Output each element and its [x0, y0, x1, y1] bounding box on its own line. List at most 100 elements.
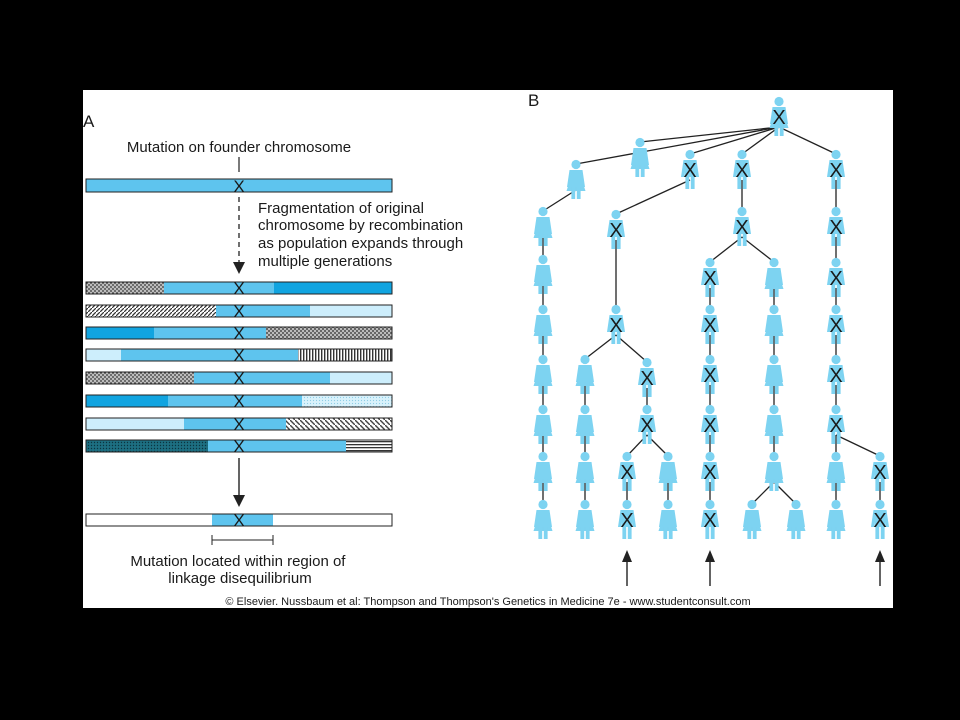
person-icon: [658, 451, 678, 491]
person-icon: [764, 354, 784, 394]
person-icon: [575, 499, 595, 539]
mutation-mark: X: [233, 392, 244, 411]
pedigree-line: [689, 126, 780, 155]
person-icon: [566, 159, 586, 199]
fragmentation-caption: Fragmentation of original chromosome by …: [258, 200, 467, 270]
recombined-chromosome: X: [85, 392, 393, 411]
person-icon: [764, 257, 784, 297]
pedigree-line: [575, 126, 780, 165]
carrier-person-icon: X: [827, 257, 845, 297]
carrier-person-icon: X: [618, 451, 636, 491]
person-icon: [533, 354, 553, 394]
mutation-mark: X: [703, 365, 716, 387]
mutation-mark: X: [873, 510, 886, 532]
proband-arrow-icon: [705, 550, 715, 586]
pedigree-line: [741, 126, 780, 155]
panel-a: A Mutation on founder chromosome X Fragm…: [83, 112, 467, 587]
person-icon: [786, 499, 806, 539]
mutation-mark: X: [233, 346, 244, 365]
mutation-mark: X: [772, 107, 785, 129]
carrier-person-icon: X: [701, 451, 719, 491]
recombined-chromosome: X: [85, 437, 393, 456]
pedigree-line: [639, 126, 780, 143]
mutation-mark: X: [703, 415, 716, 437]
mutation-mark: X: [620, 462, 633, 484]
mutation-mark: X: [703, 462, 716, 484]
carrier-person-icon: X: [701, 404, 719, 444]
mutation-mark: X: [233, 279, 244, 298]
mutation-mark: X: [829, 160, 842, 182]
person-icon: [533, 304, 553, 344]
carrier-person-icon: X: [618, 499, 636, 539]
carrier-person-icon: X: [871, 499, 889, 539]
pedigree-people: X X X X X X X X X X X X X X X X X X X X X X X X: [533, 96, 889, 539]
carrier-person-icon: X: [827, 404, 845, 444]
carrier-person-icon: X: [638, 404, 656, 444]
mutation-mark: X: [233, 369, 244, 388]
recombined-chromosome: X: [85, 415, 393, 434]
person-icon: [575, 404, 595, 444]
mutation-mark: X: [609, 220, 622, 242]
solid-arrow-head: [233, 495, 245, 507]
pedigree-line: [542, 189, 577, 212]
panel-a-label: A: [83, 112, 95, 131]
mutation-mark: X: [609, 315, 622, 337]
panel-b-label: B: [528, 91, 539, 110]
carrier-person-icon: X: [827, 206, 845, 246]
proband-arrows: [622, 550, 885, 586]
mutation-mark: X: [735, 160, 748, 182]
person-icon: [575, 451, 595, 491]
carrier-person-icon: X: [607, 209, 625, 249]
panel-b: B X X X X X X X X X X X X X X X X X X X X X X X X: [528, 91, 889, 586]
carrier-person-icon: X: [701, 354, 719, 394]
ld-region-bracket: [211, 535, 274, 545]
result-caption: Mutation located within region of linkag…: [130, 553, 349, 587]
carrier-person-icon: X: [638, 357, 656, 397]
dashed-arrow-head: [233, 262, 245, 274]
person-icon: [533, 404, 553, 444]
founder-mutation-mark: X: [233, 177, 244, 196]
copyright-line: © Elsevier. Nussbaum et al: Thompson and…: [225, 596, 750, 608]
mutation-mark: X: [873, 462, 886, 484]
carrier-person-icon: X: [769, 96, 789, 136]
person-icon: [533, 206, 553, 246]
pedigree-line: [584, 334, 617, 360]
person-icon: [658, 499, 678, 539]
person-icon: [826, 451, 846, 491]
person-icon: [764, 451, 784, 491]
person-icon: [742, 499, 762, 539]
pedigree-line: [709, 236, 743, 263]
mutation-mark: X: [233, 302, 244, 321]
carrier-person-icon: X: [827, 149, 845, 189]
proband-arrow-icon: [622, 550, 632, 586]
fragmentation-line: as population expands through: [258, 235, 463, 252]
carrier-person-icon: X: [827, 354, 845, 394]
fragmentation-line: chromosome by recombination: [258, 217, 463, 234]
recombined-chromosome: X: [85, 369, 393, 388]
recombined-chromosome: X: [85, 279, 393, 298]
mutation-mark: X: [829, 217, 842, 239]
mutation-mark: X: [703, 268, 716, 290]
mutation-mark: X: [233, 324, 244, 343]
person-icon: [533, 451, 553, 491]
carrier-person-icon: X: [733, 149, 751, 189]
mutation-mark: X: [703, 315, 716, 337]
person-icon: [764, 404, 784, 444]
mutation-mark: X: [703, 510, 716, 532]
recombined-chromosome: X: [85, 302, 393, 321]
result-line: Mutation located within region of: [130, 553, 346, 570]
person-icon: [630, 137, 650, 177]
mutation-mark: X: [640, 415, 653, 437]
carrier-person-icon: X: [701, 304, 719, 344]
person-icon: [826, 499, 846, 539]
recombined-chromosome: X: [85, 346, 393, 365]
mutation-mark: X: [233, 437, 244, 456]
founder-caption: Mutation on founder chromosome: [127, 139, 351, 156]
founder-chromosome: [85, 178, 393, 193]
pedigree-line: [778, 126, 837, 155]
fragmentation-line: multiple generations: [258, 253, 392, 270]
result-line: linkage disequilibrium: [168, 570, 311, 587]
fragmentation-line: Fragmentation of original: [258, 200, 424, 217]
pedigree-line: [615, 179, 691, 215]
mutation-mark: X: [735, 217, 748, 239]
